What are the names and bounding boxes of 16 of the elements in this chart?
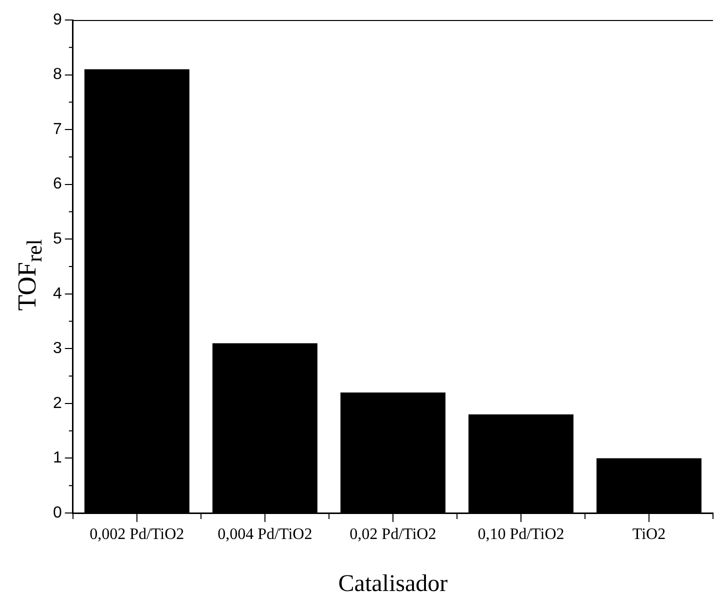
y-tick-label: 9 bbox=[52, 11, 62, 28]
y-tick-label: 2 bbox=[52, 394, 62, 412]
x-tick-label: TiO2 bbox=[632, 526, 666, 543]
y-tick-label: 8 bbox=[52, 66, 62, 84]
x-tick-label: 0,002 Pd/TiO2 bbox=[90, 526, 184, 543]
x-tick-label: 0,02 Pd/TiO2 bbox=[350, 526, 436, 543]
y-tick-label: 4 bbox=[52, 285, 62, 302]
y-tick-label: 0 bbox=[52, 504, 62, 522]
y-tick-label: 5 bbox=[52, 230, 62, 248]
y-tick-label: 7 bbox=[52, 120, 62, 138]
x-tick-label: 0,10 Pd/TiO2 bbox=[478, 526, 564, 543]
x-axis-title: Catalisador bbox=[338, 570, 448, 597]
y-tick-label: 3 bbox=[52, 340, 62, 358]
y-tick-label: 6 bbox=[52, 176, 62, 193]
x-tick-label: 0,004 Pd/TiO2 bbox=[218, 526, 312, 543]
y-tick-label: 1 bbox=[52, 450, 62, 467]
